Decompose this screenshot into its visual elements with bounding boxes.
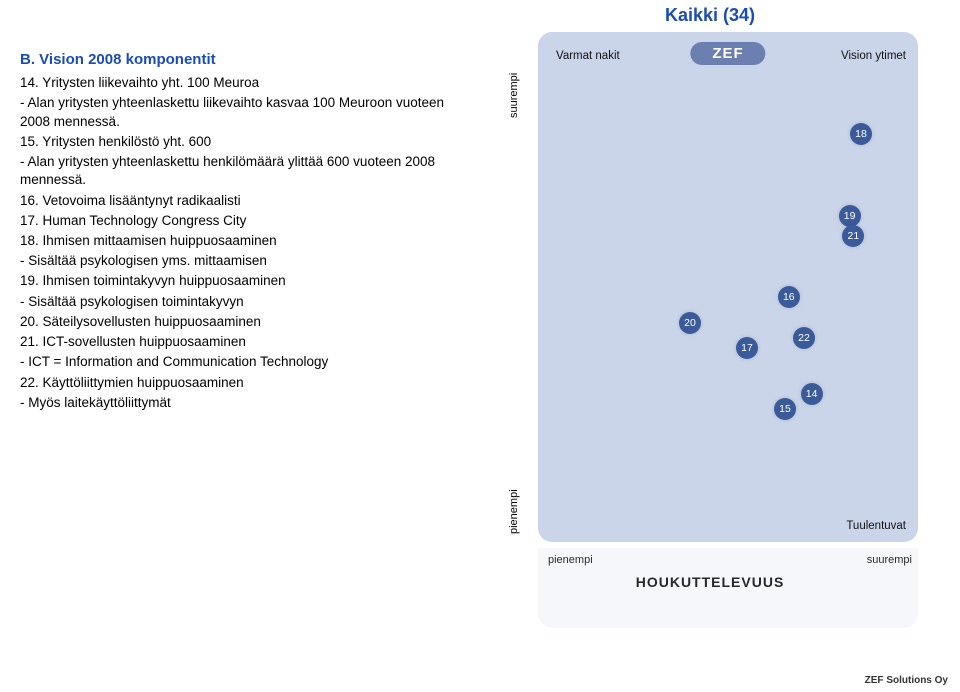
data-point: 16 — [778, 286, 800, 308]
data-point: 21 — [842, 225, 864, 247]
list-item: 14. Yritysten liikevaihto yht. 100 Meuro… — [20, 74, 450, 92]
data-point: 17 — [736, 337, 758, 359]
list-item: 21. ICT-sovellusten huippuosaaminen — [20, 333, 450, 351]
corner-label-br: Tuulentuvat — [846, 520, 906, 532]
list-item-sub: - Sisältää psykologisen yms. mittaamisen — [20, 252, 450, 270]
y-axis-max: suurempi — [508, 73, 520, 118]
item-list: 14. Yritysten liikevaihto yht. 100 Meuro… — [20, 74, 450, 412]
text-column: B. Vision 2008 komponentit 14. Yritysten… — [0, 0, 460, 692]
list-item-sub: - Alan yritysten yhteenlaskettu henkilöm… — [20, 153, 450, 189]
chart: USKOTTAVUUS suurempi pienempi ZEF Varmat… — [490, 32, 930, 592]
list-item: 19. Ihmisen toimintakyvyn huippuosaamine… — [20, 272, 450, 290]
chart-column: Kaikki (34) USKOTTAVUUS suurempi pienemp… — [460, 0, 960, 692]
list-item: 18. Ihmisen mittaamisen huippuosaaminen — [20, 232, 450, 250]
reflection — [538, 548, 918, 628]
list-item: 16. Vetovoima lisääntynyt radikaalisti — [20, 192, 450, 210]
y-axis-min: pienempi — [508, 489, 520, 534]
list-item: 15. Yritysten henkilöstö yht. 600 — [20, 133, 450, 151]
corner-label-tr: Vision ytimet — [841, 50, 906, 62]
data-point: 20 — [679, 312, 701, 334]
list-item-sub: - Alan yritysten yhteenlaskettu liikevai… — [20, 94, 450, 130]
page: B. Vision 2008 komponentit 14. Yritysten… — [0, 0, 960, 692]
data-point: 18 — [850, 123, 872, 145]
plot-area: ZEF Varmat nakit Vision ytimet Tuulentuv… — [538, 32, 918, 542]
footer-brand: ZEF Solutions Oy — [865, 675, 948, 686]
list-item: 20. Säteilysovellusten huippuosaaminen — [20, 313, 450, 331]
list-item-sub: - ICT = Information and Communication Te… — [20, 353, 450, 371]
corner-label-tl: Varmat nakit — [556, 50, 620, 62]
list-item: 17. Human Technology Congress City — [20, 212, 450, 230]
data-point: 14 — [801, 383, 823, 405]
data-point: 19 — [839, 205, 861, 227]
list-item: 22. Käyttöliittymien huippuosaaminen — [20, 374, 450, 392]
section-heading: B. Vision 2008 komponentit — [20, 50, 450, 70]
brand-badge: ZEF — [690, 42, 765, 65]
list-item-sub: - Sisältää psykologisen toimintakyvyn — [20, 293, 450, 311]
data-point: 15 — [774, 398, 796, 420]
data-point: 22 — [793, 327, 815, 349]
chart-title: Kaikki (34) — [460, 5, 960, 26]
list-item-sub: - Myös laitekäyttöliittymät — [20, 394, 450, 412]
